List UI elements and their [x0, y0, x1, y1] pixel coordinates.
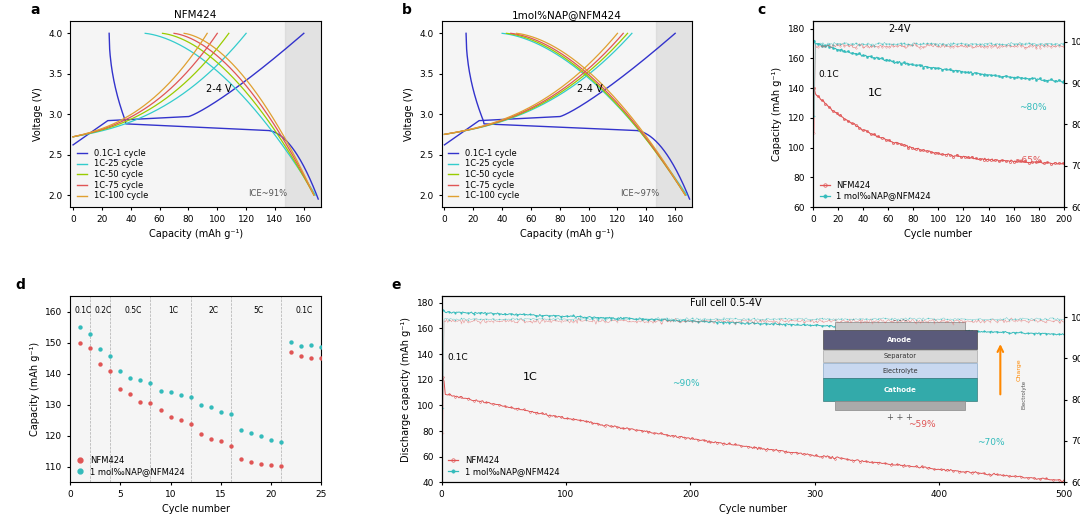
Title: 1mol%NAP@NFM424: 1mol%NAP@NFM424 — [512, 11, 622, 21]
Point — [141, 379, 159, 387]
Point — [141, 399, 159, 408]
Point — [272, 462, 289, 470]
Y-axis label: Discharge capacity (mAh g⁻¹): Discharge capacity (mAh g⁻¹) — [401, 317, 411, 462]
Point — [212, 436, 229, 445]
Point — [102, 367, 119, 375]
Text: d: d — [15, 278, 25, 292]
Point — [92, 360, 109, 369]
Point — [102, 351, 119, 360]
Text: 1C: 1C — [523, 372, 537, 382]
Point — [293, 341, 310, 350]
X-axis label: Capacity (mAh g⁻¹): Capacity (mAh g⁻¹) — [519, 229, 615, 240]
Point — [71, 339, 89, 347]
Text: ~59%: ~59% — [908, 420, 936, 429]
Point — [122, 374, 139, 382]
Text: ICE~97%: ICE~97% — [620, 189, 659, 198]
Text: 2C: 2C — [208, 306, 219, 315]
Point — [302, 354, 320, 363]
Text: 0.2C: 0.2C — [95, 306, 112, 315]
Point — [152, 406, 170, 414]
Text: 2-4 V: 2-4 V — [577, 84, 603, 94]
Y-axis label: Capacity (mAh g⁻¹): Capacity (mAh g⁻¹) — [30, 342, 40, 436]
Point — [222, 441, 240, 450]
Point — [262, 461, 280, 470]
X-axis label: Capacity (mAh g⁻¹): Capacity (mAh g⁻¹) — [149, 229, 243, 240]
Legend: 0.1C-1 cycle, 1C-25 cycle, 1C-50 cycle, 1C-75 cycle, 1C-100 cycle: 0.1C-1 cycle, 1C-25 cycle, 1C-50 cycle, … — [75, 146, 150, 203]
Point — [253, 460, 270, 468]
Text: 0.1C: 0.1C — [296, 306, 313, 315]
Point — [253, 431, 270, 440]
Point — [282, 338, 299, 347]
Point — [232, 426, 249, 435]
Point — [312, 342, 329, 351]
Point — [132, 398, 149, 406]
Point — [302, 341, 320, 350]
Point — [111, 367, 129, 375]
Point — [242, 429, 259, 438]
Text: 5C: 5C — [254, 306, 264, 315]
X-axis label: Cycle number: Cycle number — [718, 505, 786, 515]
Point — [132, 376, 149, 385]
Text: c: c — [758, 3, 766, 17]
Point — [183, 393, 200, 402]
Y-axis label: Voltage (V): Voltage (V) — [404, 87, 414, 141]
Point — [192, 429, 210, 438]
Point — [172, 416, 189, 425]
Point — [162, 413, 179, 421]
Point — [152, 386, 170, 395]
Point — [262, 436, 280, 444]
Y-axis label: Voltage (V): Voltage (V) — [32, 87, 42, 141]
X-axis label: Cycle number: Cycle number — [162, 505, 230, 515]
Point — [202, 402, 219, 411]
Point — [242, 457, 259, 466]
Text: 0.1C: 0.1C — [818, 70, 838, 79]
Point — [212, 407, 229, 416]
X-axis label: Cycle number: Cycle number — [904, 229, 972, 240]
Point — [162, 387, 179, 396]
Legend: NFM424, 1 mol‰NAP@NFM424: NFM424, 1 mol‰NAP@NFM424 — [818, 178, 933, 203]
Legend: NFM424, 1 mol‰NAP@NFM424: NFM424, 1 mol‰NAP@NFM424 — [75, 454, 187, 478]
Text: a: a — [30, 3, 40, 17]
Point — [202, 435, 219, 444]
Point — [92, 345, 109, 354]
Text: 1C: 1C — [868, 87, 882, 98]
Text: ~70%: ~70% — [976, 438, 1004, 447]
Text: ICE~91%: ICE~91% — [248, 189, 287, 198]
Y-axis label: Capacity (mAh g⁻¹): Capacity (mAh g⁻¹) — [772, 67, 782, 161]
Point — [111, 385, 129, 393]
Text: 0.1C: 0.1C — [448, 352, 469, 361]
Bar — [657, 21, 692, 207]
Point — [282, 348, 299, 357]
Text: 2-4 V: 2-4 V — [205, 84, 231, 94]
Point — [122, 390, 139, 399]
Point — [82, 344, 99, 352]
Point — [183, 420, 200, 428]
Text: e: e — [392, 278, 402, 292]
Text: 0.1C: 0.1C — [75, 306, 92, 315]
Point — [272, 438, 289, 446]
Text: ~65%: ~65% — [1014, 155, 1041, 164]
Legend: 0.1C-1 cycle, 1C-25 cycle, 1C-50 cycle, 1C-75 cycle, 1C-100 cycle: 0.1C-1 cycle, 1C-25 cycle, 1C-50 cycle, … — [446, 146, 522, 203]
Legend: NFM424, 1 mol‰NAP@NFM424: NFM424, 1 mol‰NAP@NFM424 — [446, 454, 562, 478]
Point — [71, 323, 89, 332]
Text: ~80%: ~80% — [1018, 103, 1047, 112]
Text: 2-4V: 2-4V — [888, 24, 910, 34]
Point — [232, 455, 249, 463]
Point — [192, 401, 210, 409]
Point — [82, 330, 99, 338]
Point — [293, 352, 310, 360]
Text: 1C: 1C — [168, 306, 178, 315]
Text: 0.5C: 0.5C — [125, 306, 143, 315]
Text: Full cell 0.5-4V: Full cell 0.5-4V — [690, 298, 762, 308]
Point — [222, 410, 240, 419]
Point — [172, 390, 189, 399]
Bar — [285, 21, 321, 207]
Title: NFM424: NFM424 — [175, 11, 217, 21]
Text: b: b — [402, 3, 411, 17]
Point — [312, 354, 329, 363]
Text: ~90%: ~90% — [672, 378, 700, 387]
